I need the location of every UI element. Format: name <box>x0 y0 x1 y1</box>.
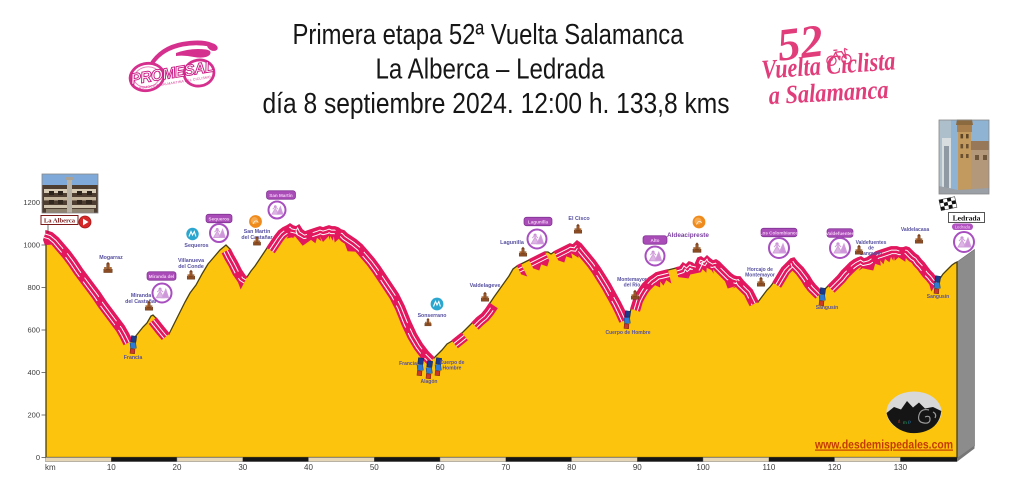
svg-text:San Martín: San Martín <box>269 193 293 198</box>
svg-text:100: 100 <box>696 463 710 472</box>
svg-text:San Martín: San Martín <box>244 229 271 235</box>
svg-text:Sequeros: Sequeros <box>184 243 208 249</box>
svg-text:1200: 1200 <box>23 198 40 207</box>
svg-text:Francia: Francia <box>399 361 417 367</box>
svg-text:Valdelacasa: Valdelacasa <box>901 227 930 233</box>
svg-text:110: 110 <box>763 463 776 472</box>
svg-text:Valdefuentes: Valdefuentes <box>826 231 855 236</box>
svg-text:Montemayor: Montemayor <box>745 273 775 279</box>
svg-text:día 8 septiembre 2024. 12:00 h: día 8 septiembre 2024. 12:00 h. 133,8 km… <box>263 88 730 120</box>
svg-text:Alto: Alto <box>651 238 660 243</box>
svg-text:del Castañar: del Castañar <box>125 299 157 305</box>
svg-text:Miranda: Miranda <box>131 293 151 299</box>
svg-text:a Salamanca: a Salamanca <box>768 75 889 110</box>
svg-text:Hombre: Hombre <box>443 366 462 372</box>
svg-text:70: 70 <box>501 463 510 472</box>
svg-text:10: 10 <box>107 463 116 472</box>
svg-text:d: d <box>897 419 901 424</box>
svg-text:m: m <box>903 420 907 425</box>
svg-text:0: 0 <box>36 453 40 462</box>
svg-text:Primera etapa 52ª Vuelta Salam: Primera etapa 52ª Vuelta Salamanca <box>293 19 685 51</box>
svg-text:600: 600 <box>27 326 40 335</box>
svg-text:200: 200 <box>27 411 40 420</box>
svg-text:20: 20 <box>173 463 182 472</box>
svg-text:del Conde: del Conde <box>178 264 204 270</box>
svg-text:130: 130 <box>894 463 908 472</box>
svg-text:50: 50 <box>370 463 379 472</box>
svg-text:Lagunilla: Lagunilla <box>500 240 525 246</box>
svg-text:Sonserrano: Sonserrano <box>418 313 447 319</box>
svg-text:del Río: del Río <box>624 283 641 289</box>
svg-text:Montemayor: Montemayor <box>617 277 647 283</box>
svg-text:120: 120 <box>828 463 842 472</box>
svg-text:Lagunilla: Lagunilla <box>528 219 549 224</box>
svg-text:Miranda del: Miranda del <box>149 274 175 279</box>
svg-text:80: 80 <box>567 463 576 472</box>
svg-text:Valdefuentes: Valdefuentes <box>856 240 887 246</box>
svg-text:30: 30 <box>238 463 247 472</box>
svg-text:Aldeacipreste: Aldeacipreste <box>667 232 709 239</box>
svg-text:Alagón: Alagón <box>421 379 438 385</box>
svg-text:52: 52 <box>774 15 826 71</box>
svg-text:60: 60 <box>436 463 445 472</box>
svg-text:p: p <box>908 419 912 424</box>
svg-text:Sangusín: Sangusín <box>816 305 839 311</box>
svg-text:El Cisco: El Cisco <box>568 216 590 222</box>
svg-text:800: 800 <box>27 283 40 292</box>
svg-text:Cuerpo de Hombre: Cuerpo de Hombre <box>605 330 650 336</box>
svg-text:Sangusín: Sangusín <box>860 251 883 257</box>
svg-text:90: 90 <box>633 463 642 472</box>
svg-text:Sangusín: Sangusín <box>927 294 950 300</box>
svg-text:Ledrada: Ledrada <box>955 225 971 230</box>
svg-text:Los Colombianos: Los Colombianos <box>760 230 799 235</box>
svg-text:Ledrada: Ledrada <box>953 214 981 223</box>
svg-text:www.desdemispedales.com: www.desdemispedales.com <box>814 438 953 452</box>
svg-text:La Alberca: La Alberca <box>44 218 76 225</box>
svg-text:Villanueva: Villanueva <box>178 258 204 264</box>
svg-text:Sequeros: Sequeros <box>209 216 230 221</box>
svg-text:Horcajo de: Horcajo de <box>747 267 773 273</box>
svg-text:Francia: Francia <box>124 355 143 361</box>
svg-text:1000: 1000 <box>23 241 40 250</box>
svg-text:de: de <box>868 246 874 252</box>
svg-text:Mogarraz: Mogarraz <box>99 255 123 261</box>
svg-text:Cuerpo de: Cuerpo de <box>440 360 465 366</box>
svg-text:40: 40 <box>304 463 313 472</box>
svg-text:400: 400 <box>27 368 40 377</box>
svg-text:km: km <box>45 463 56 472</box>
svg-text:Valdelageve: Valdelageve <box>470 283 501 289</box>
svg-text:La Alberca – Ledrada: La Alberca – Ledrada <box>376 54 606 86</box>
